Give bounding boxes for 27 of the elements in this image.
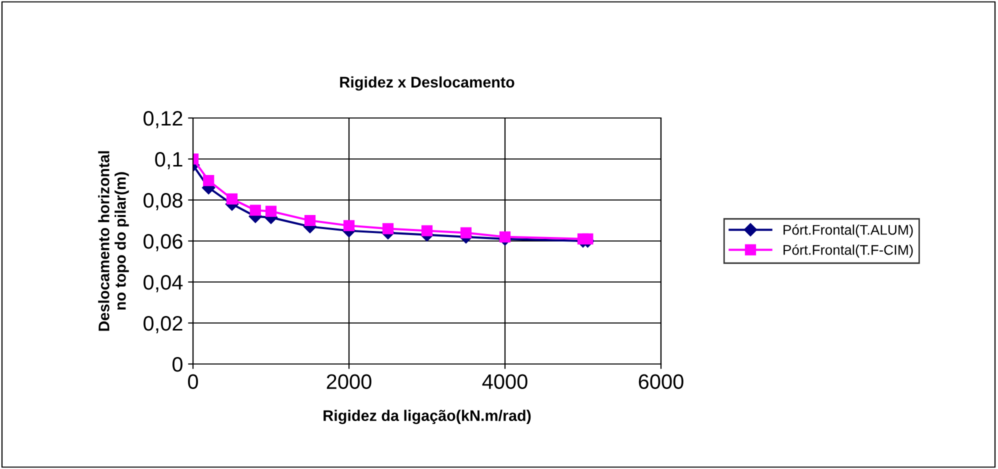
point (460, 227, 472, 238)
point (343, 220, 355, 232)
x-axis-title: Rigidez da ligação(kN.m/rad) (324, 410, 531, 424)
point (421, 225, 433, 236)
point (203, 174, 214, 186)
point (265, 206, 277, 217)
y-axis-title: Deslocamento horizontal no topo do pilar(m) (98, 151, 129, 331)
y-tick-label: 0,12 (144, 111, 182, 128)
y-tick-label: 0,1 (155, 152, 182, 170)
point (382, 223, 394, 234)
y-tick-label: 0,06 (144, 234, 182, 252)
point (582, 233, 594, 245)
x-tick-label: 0 (188, 374, 198, 390)
y-tick-label: 0 (172, 357, 182, 372)
y-tick-label: 0,02 (144, 316, 182, 334)
chart-title: Rigidez x Deslocamento (340, 76, 514, 91)
legend-label: Pórt.Frontal(T.F-CIM) (784, 244, 913, 258)
x-tick-label: 4000 (482, 374, 528, 390)
point (304, 214, 316, 226)
y-tick-label: 0,08 (144, 193, 182, 210)
point (226, 193, 238, 205)
point (250, 204, 261, 216)
point (499, 231, 511, 242)
y-tick-label: 0,04 (144, 275, 183, 292)
legend-label: Pórt.Frontal(T.ALUM) (784, 224, 913, 238)
x-tick-label: 6000 (638, 374, 684, 390)
x-tick-label: 2000 (326, 374, 372, 390)
